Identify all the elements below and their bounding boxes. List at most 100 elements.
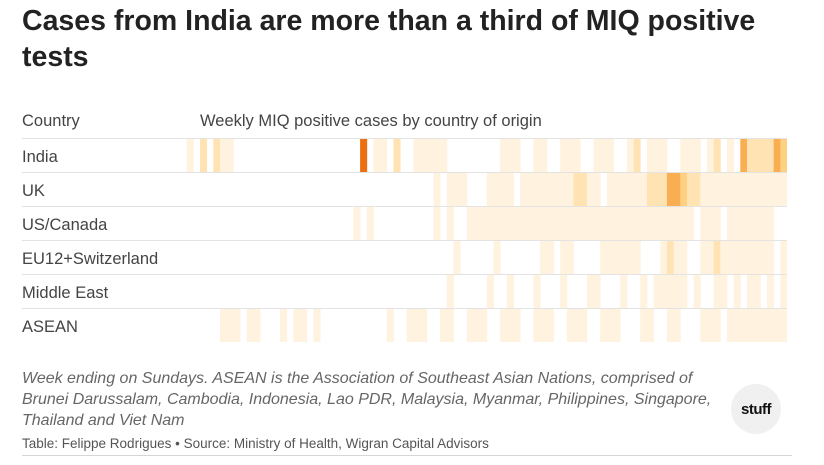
heatmap-cell — [700, 241, 708, 274]
heatmap-cell — [453, 173, 461, 206]
heatmap-cell — [486, 275, 494, 308]
heatmap-table: India UK US/Canada EU12+Switzerland Midd… — [22, 138, 787, 342]
heatmap-cell — [573, 173, 581, 206]
heatmap-cell — [766, 207, 775, 240]
heatmap-cell — [660, 173, 668, 206]
heatmap-cell — [673, 309, 681, 342]
heatmap-cell — [433, 173, 441, 206]
heatmap-row: India — [22, 138, 787, 172]
heatmap-cell — [620, 173, 628, 206]
heatmap-cell — [666, 173, 674, 206]
stuff-logo[interactable]: stuff — [731, 384, 781, 434]
heatmap-cell — [713, 207, 721, 240]
heatmap-cell — [620, 275, 628, 308]
heatmap-cell — [540, 139, 548, 172]
heatmap-cell — [773, 139, 781, 172]
heatmap-cell — [573, 139, 581, 172]
heatmap-cell — [226, 309, 234, 342]
heatmap-cell — [600, 241, 608, 274]
heatmap-cell — [760, 173, 768, 206]
heatmap-cell — [313, 309, 321, 342]
heatmap-cell — [760, 241, 768, 274]
heatmap-cell — [460, 173, 468, 206]
heatmap-cell — [533, 139, 541, 172]
heatmap-cell — [593, 173, 601, 206]
heatmap-cell — [233, 309, 241, 342]
heatmap-cell — [620, 207, 628, 240]
heatmap-cell — [586, 207, 594, 240]
heatmap-cell — [360, 139, 368, 172]
heatmap-cell — [560, 139, 568, 172]
heatmap-row-cells — [446, 275, 787, 308]
heatmap-cell — [546, 241, 554, 274]
heatmap-cell — [300, 309, 308, 342]
heatmap-cell — [753, 275, 761, 308]
heatmap-cell — [713, 173, 721, 206]
heatmap-cell — [566, 173, 574, 206]
heatmap-cell — [606, 139, 614, 172]
heatmap-cell — [753, 139, 761, 172]
heatmap-cell — [660, 207, 668, 240]
heatmap-row-cells — [186, 139, 787, 172]
heatmap-cell — [640, 173, 648, 206]
heatmap-cell — [500, 173, 508, 206]
heatmap-cell — [546, 207, 554, 240]
heatmap-cell — [580, 207, 588, 240]
heatmap-cell — [693, 173, 701, 206]
heatmap-cell — [680, 173, 688, 206]
heatmap-cell — [613, 173, 621, 206]
heatmap-cell — [700, 173, 708, 206]
heatmap-row: UK — [22, 172, 787, 206]
heatmap-cell — [753, 241, 761, 274]
heatmap-cell — [673, 275, 681, 308]
heatmap-cell — [546, 173, 554, 206]
heatmap-row: EU12+Switzerland — [22, 240, 787, 274]
heatmap-cell — [720, 173, 728, 206]
heatmap-cell — [620, 241, 628, 274]
heatmap-cell — [686, 139, 695, 172]
heatmap-cell — [740, 139, 748, 172]
heatmap-cell — [726, 139, 735, 172]
heatmap-cell — [560, 275, 568, 308]
heatmap-cell — [500, 207, 508, 240]
heatmap-cell — [653, 173, 661, 206]
heatmap-cell — [573, 309, 581, 342]
heatmap-cell — [760, 207, 768, 240]
heatmap-cell — [653, 139, 661, 172]
heatmap-cell — [680, 241, 688, 274]
heatmap-cell — [453, 241, 461, 274]
heatmap-cell — [593, 139, 601, 172]
heatmap-cell — [366, 207, 374, 240]
heatmap-cell — [513, 139, 521, 172]
heatmap-cell — [640, 275, 648, 308]
heatmap-cell — [640, 309, 648, 342]
heatmap-cell — [740, 207, 748, 240]
heatmap-cell — [600, 309, 608, 342]
heatmap-cell — [706, 309, 715, 342]
heatmap-cell — [673, 241, 681, 274]
heatmap-cell — [580, 173, 588, 206]
heatmap-cell — [686, 207, 695, 240]
chart-title: Cases from India are more than a third o… — [22, 5, 756, 73]
heatmap-cell — [606, 309, 614, 342]
heatmap-cell — [593, 275, 601, 308]
heatmap-cell — [493, 207, 501, 240]
heatmap-cell — [506, 139, 514, 172]
heatmap-cell — [660, 139, 668, 172]
heatmap-cell — [633, 241, 641, 274]
heatmap-cell — [773, 309, 781, 342]
heatmap-cell — [700, 309, 708, 342]
heatmap-cell — [780, 139, 787, 172]
heatmap-cell — [566, 139, 574, 172]
heatmap-cell — [533, 173, 541, 206]
heatmap-cell — [646, 309, 654, 342]
heatmap-cell — [486, 173, 494, 206]
heatmap-cell — [440, 139, 448, 172]
heatmap-cell — [746, 309, 755, 342]
heatmap-cell — [566, 309, 574, 342]
heatmap-cell — [546, 309, 554, 342]
heatmap-cell — [613, 309, 621, 342]
heatmap-cell — [473, 309, 481, 342]
heatmap-cell — [580, 309, 588, 342]
heatmap-row-cells — [353, 207, 775, 240]
